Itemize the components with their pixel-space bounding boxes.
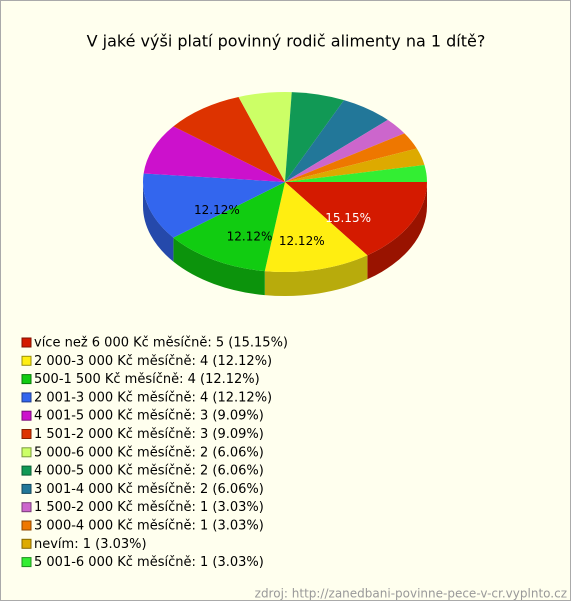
- pie-slice: [173, 96, 285, 182]
- pie-slice: [143, 173, 285, 238]
- pie-slice: [285, 100, 388, 182]
- legend-swatch: [21, 374, 32, 385]
- data-label: 15.15%: [325, 211, 371, 225]
- legend-label: 3 001-4 000 Kč měsíčně: 2 (6.06%): [34, 482, 264, 497]
- pie-slice: [238, 92, 292, 182]
- legend-label: 1 501-2 000 Kč měsíčně: 3 (9.09%): [34, 427, 264, 442]
- pie-slice: [173, 182, 285, 272]
- legend-swatch: [21, 502, 32, 513]
- legend-swatch: [21, 355, 32, 366]
- legend-label: 500-1 500 Kč měsíčně: 4 (12.12%): [34, 372, 260, 387]
- pie-slice-side: [367, 182, 427, 280]
- pie-slice: [285, 164, 427, 182]
- pie-slice: [285, 133, 417, 182]
- legend-swatch: [21, 337, 32, 348]
- legend-swatch: [21, 538, 32, 549]
- pie-slice: [143, 126, 285, 182]
- legend-label: nevím: 1 (3.03%): [34, 537, 147, 552]
- legend-label: 5 000-6 000 Kč měsíčně: 2 (6.06%): [34, 445, 264, 460]
- legend-swatch: [21, 465, 32, 476]
- legend-label: 4 000-5 000 Kč měsíčně: 2 (6.06%): [34, 464, 264, 479]
- legend-swatch: [21, 520, 32, 531]
- data-label: 12.12%: [194, 203, 240, 217]
- source: zdroj: http://zanedbani-povinne-pece-v-c…: [255, 587, 567, 601]
- legend-label: 1 500-2 000 Kč měsíčně: 1 (3.03%): [34, 500, 264, 515]
- pie-slice-side: [143, 182, 174, 262]
- legend-swatch: [21, 483, 32, 494]
- chart-title: V jaké výši platí povinný rodič alimenty…: [87, 32, 486, 51]
- pie-slice: [285, 148, 425, 182]
- pie-slice: [264, 182, 368, 272]
- legend-swatch: [21, 557, 32, 568]
- legend-label: 2 001-3 000 Kč měsíčně: 4 (12.12%): [34, 390, 272, 405]
- legend-label: 3 000-4 000 Kč měsíčně: 1 (3.03%): [34, 519, 264, 534]
- pie-slice: [285, 92, 344, 182]
- legend-label: více než 6 000 Kč měsíčně: 5 (15.15%): [34, 336, 288, 351]
- pie-slice: [285, 119, 405, 182]
- legend-swatch: [21, 429, 32, 439]
- legend-label: 4 001-5 000 Kč měsíčně: 3 (9.09%): [34, 409, 264, 424]
- legend-label: 2 000-3 000 Kč měsíčně: 4 (12.12%): [34, 354, 272, 369]
- legend-swatch: [21, 410, 32, 421]
- data-label: 12.12%: [227, 229, 273, 243]
- legend-swatch: [21, 392, 32, 403]
- data-label: 12.12%: [279, 234, 325, 248]
- pie-slice-side: [173, 237, 265, 296]
- legend-swatch: [21, 447, 32, 458]
- pie-slice-side: [264, 255, 368, 296]
- legend-label: 5 001-6 000 Kč měsíčně: 1 (3.03%): [34, 555, 264, 570]
- pie-slice: [285, 182, 427, 256]
